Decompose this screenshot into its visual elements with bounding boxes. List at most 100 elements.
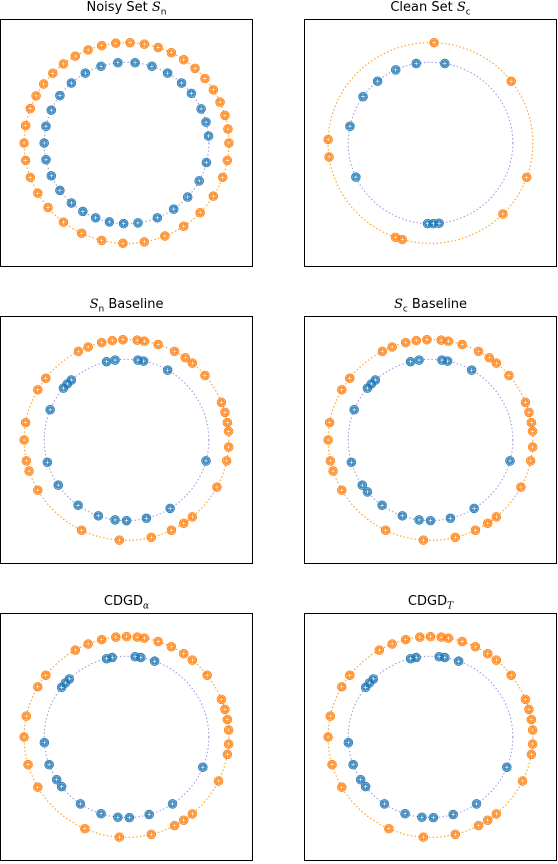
- inner-data-point: [55, 185, 65, 196]
- point-marker: [424, 337, 429, 342]
- inner-data-point: [355, 775, 366, 785]
- outer-data-point: [223, 725, 234, 735]
- point-ring: [374, 645, 385, 655]
- point-ring: [222, 417, 233, 428]
- point-marker: [363, 685, 368, 690]
- point-ring: [337, 782, 347, 792]
- inner-data-point: [425, 515, 436, 526]
- point-ring: [179, 221, 189, 231]
- outer-data-point: [179, 221, 189, 231]
- point-ring: [162, 68, 173, 78]
- inner-data-point: [349, 405, 359, 415]
- inner-data-point: [466, 365, 477, 375]
- outer-data-point: [153, 42, 163, 53]
- point-marker: [204, 120, 209, 125]
- point-marker: [530, 742, 535, 747]
- point-marker: [156, 45, 161, 50]
- point-ring: [166, 48, 177, 58]
- outer-data-point: [384, 823, 394, 834]
- inner-data-point: [46, 171, 57, 181]
- point-ring: [43, 202, 53, 213]
- inner-data-point: [502, 762, 512, 772]
- point-ring: [118, 218, 129, 229]
- panel-title: Clean Set Sc: [304, 0, 557, 18]
- point-ring: [450, 829, 461, 840]
- point-ring: [377, 500, 387, 511]
- point-ring: [325, 456, 336, 466]
- inner-data-point: [358, 91, 368, 102]
- point-marker: [76, 503, 81, 508]
- outer-data-point: [521, 172, 532, 183]
- outer-data-point: [20, 155, 31, 166]
- point-marker: [22, 438, 27, 442]
- point-ring: [418, 832, 429, 842]
- point-marker: [219, 400, 224, 405]
- point-marker: [225, 717, 230, 722]
- point-ring: [33, 782, 43, 792]
- point-marker: [48, 407, 53, 412]
- point-ring: [46, 105, 57, 115]
- point-marker: [220, 175, 225, 180]
- point-marker: [504, 765, 509, 770]
- title-text: Noisy Set: [86, 0, 152, 15]
- point-ring: [436, 632, 446, 642]
- plot-area: [304, 19, 557, 267]
- point-ring: [445, 513, 456, 524]
- point-ring: [448, 809, 458, 820]
- inner-data-point: [55, 90, 65, 101]
- point-ring: [473, 346, 484, 357]
- point-ring: [168, 204, 179, 214]
- inner-data-point: [167, 799, 178, 809]
- point-marker: [225, 158, 230, 163]
- point-ring: [337, 385, 347, 395]
- point-marker: [120, 241, 125, 246]
- outer-data-point: [220, 704, 230, 715]
- title-math: S: [456, 0, 466, 15]
- point-marker: [419, 815, 424, 820]
- panel-title: CDGDα: [0, 594, 253, 612]
- inner-data-point: [505, 456, 515, 466]
- outer-data-point: [524, 704, 534, 715]
- point-ring: [195, 207, 205, 218]
- outer-data-point: [38, 79, 49, 89]
- point-marker: [428, 518, 433, 523]
- point-ring: [132, 632, 142, 642]
- outer-data-point: [179, 518, 189, 528]
- inner-data-point: [405, 653, 416, 664]
- point-ring: [41, 121, 51, 131]
- inner-data-point: [78, 206, 88, 217]
- outer-data-point: [70, 645, 81, 655]
- outer-data-point: [187, 358, 198, 368]
- point-marker: [181, 521, 186, 526]
- outer-data-point: [179, 649, 189, 659]
- point-ring: [23, 759, 33, 770]
- point-marker: [133, 60, 138, 65]
- point-ring: [124, 812, 135, 823]
- point-ring: [483, 518, 493, 528]
- point-ring: [471, 799, 482, 809]
- outer-data-point: [190, 63, 200, 74]
- outer-data-point: [169, 346, 180, 357]
- point-ring: [504, 370, 514, 381]
- point-ring: [457, 636, 467, 647]
- inner-data-point: [203, 131, 214, 141]
- point-ring: [58, 383, 69, 393]
- outer-data-point: [160, 231, 170, 241]
- point-marker: [460, 342, 465, 347]
- inner-data-point: [434, 652, 444, 662]
- point-ring: [169, 346, 180, 357]
- point-marker: [439, 635, 444, 640]
- point-ring: [41, 670, 51, 680]
- point-marker: [218, 100, 223, 105]
- inner-data-point: [348, 759, 358, 770]
- point-marker: [86, 47, 91, 52]
- outer-data-point: [187, 512, 198, 522]
- outer-data-point: [222, 749, 233, 760]
- point-ring: [491, 809, 502, 819]
- inner-data-point: [141, 513, 152, 524]
- point-ring: [44, 759, 54, 770]
- point-marker: [82, 826, 87, 831]
- point-marker: [494, 361, 499, 366]
- point-ring: [111, 38, 121, 48]
- point-ring: [56, 682, 67, 693]
